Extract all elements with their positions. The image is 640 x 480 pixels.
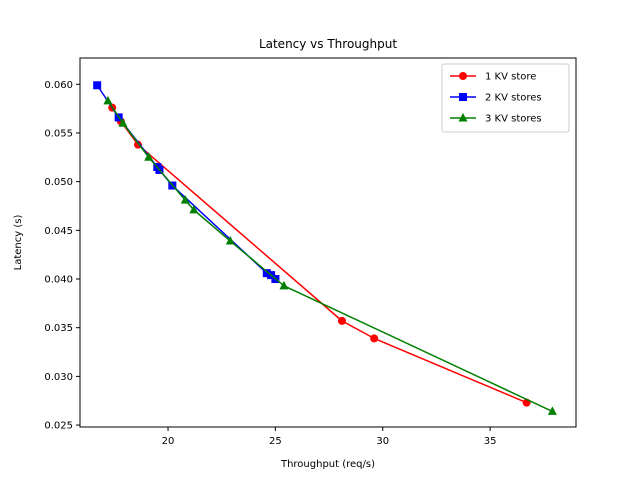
data-point: [370, 334, 379, 343]
legend-label: 3 KV stores: [485, 114, 542, 125]
y-tick-label: 0.050: [44, 177, 73, 188]
y-tick-label: 0.025: [44, 421, 73, 432]
y-tick-label: 0.045: [44, 226, 73, 237]
plot-layer: 20 25 30 35 0.025 0.030 0.035 0.040 0.045 0.050 0.…: [44, 57, 577, 447]
x-tick-label: 20: [162, 436, 175, 447]
data-point: [547, 406, 557, 415]
data-point: [144, 152, 154, 161]
legend-item: 1 KV store: [450, 72, 536, 83]
data-point: [337, 316, 346, 325]
y-tick-label: 0.035: [44, 323, 73, 334]
legend-marker: [458, 113, 468, 122]
x-tick-label: 35: [484, 436, 497, 447]
legend-item: 3 KV stores: [450, 113, 542, 125]
series-3: [103, 95, 557, 415]
y-tick-label: 0.030: [44, 372, 73, 383]
x-axis-title: Throughput (req/s): [280, 459, 375, 470]
legend-box: [441, 63, 570, 133]
data-point: [93, 81, 102, 90]
x-tick-label: 30: [376, 436, 389, 447]
data-point: [180, 195, 190, 204]
legend-marker: [459, 93, 467, 101]
legend-label: 1 KV store: [485, 72, 536, 83]
data-point: [103, 95, 113, 105]
chart-title: Latency vs Throughput: [259, 37, 397, 51]
y-tick-label: 0.040: [44, 275, 73, 286]
data-point: [262, 269, 271, 278]
x-tick-label: 25: [269, 436, 282, 447]
series-line: [107, 100, 553, 413]
y-tick-label: 0.055: [44, 128, 73, 139]
legend-label: 2 KV stores: [485, 93, 542, 104]
legend: 1 KV store 2 KV stores 3 KV stores: [441, 63, 570, 133]
legend-marker: [459, 72, 467, 80]
data-point: [279, 280, 289, 290]
data-point: [189, 204, 199, 214]
legend-item: 2 KV stores: [450, 93, 542, 104]
plot-frame: [79, 57, 577, 428]
data-point: [118, 118, 128, 127]
y-tick-label: 0.060: [44, 80, 73, 91]
data-point: [225, 236, 235, 245]
y-axis-title: Latency (s): [13, 215, 24, 271]
